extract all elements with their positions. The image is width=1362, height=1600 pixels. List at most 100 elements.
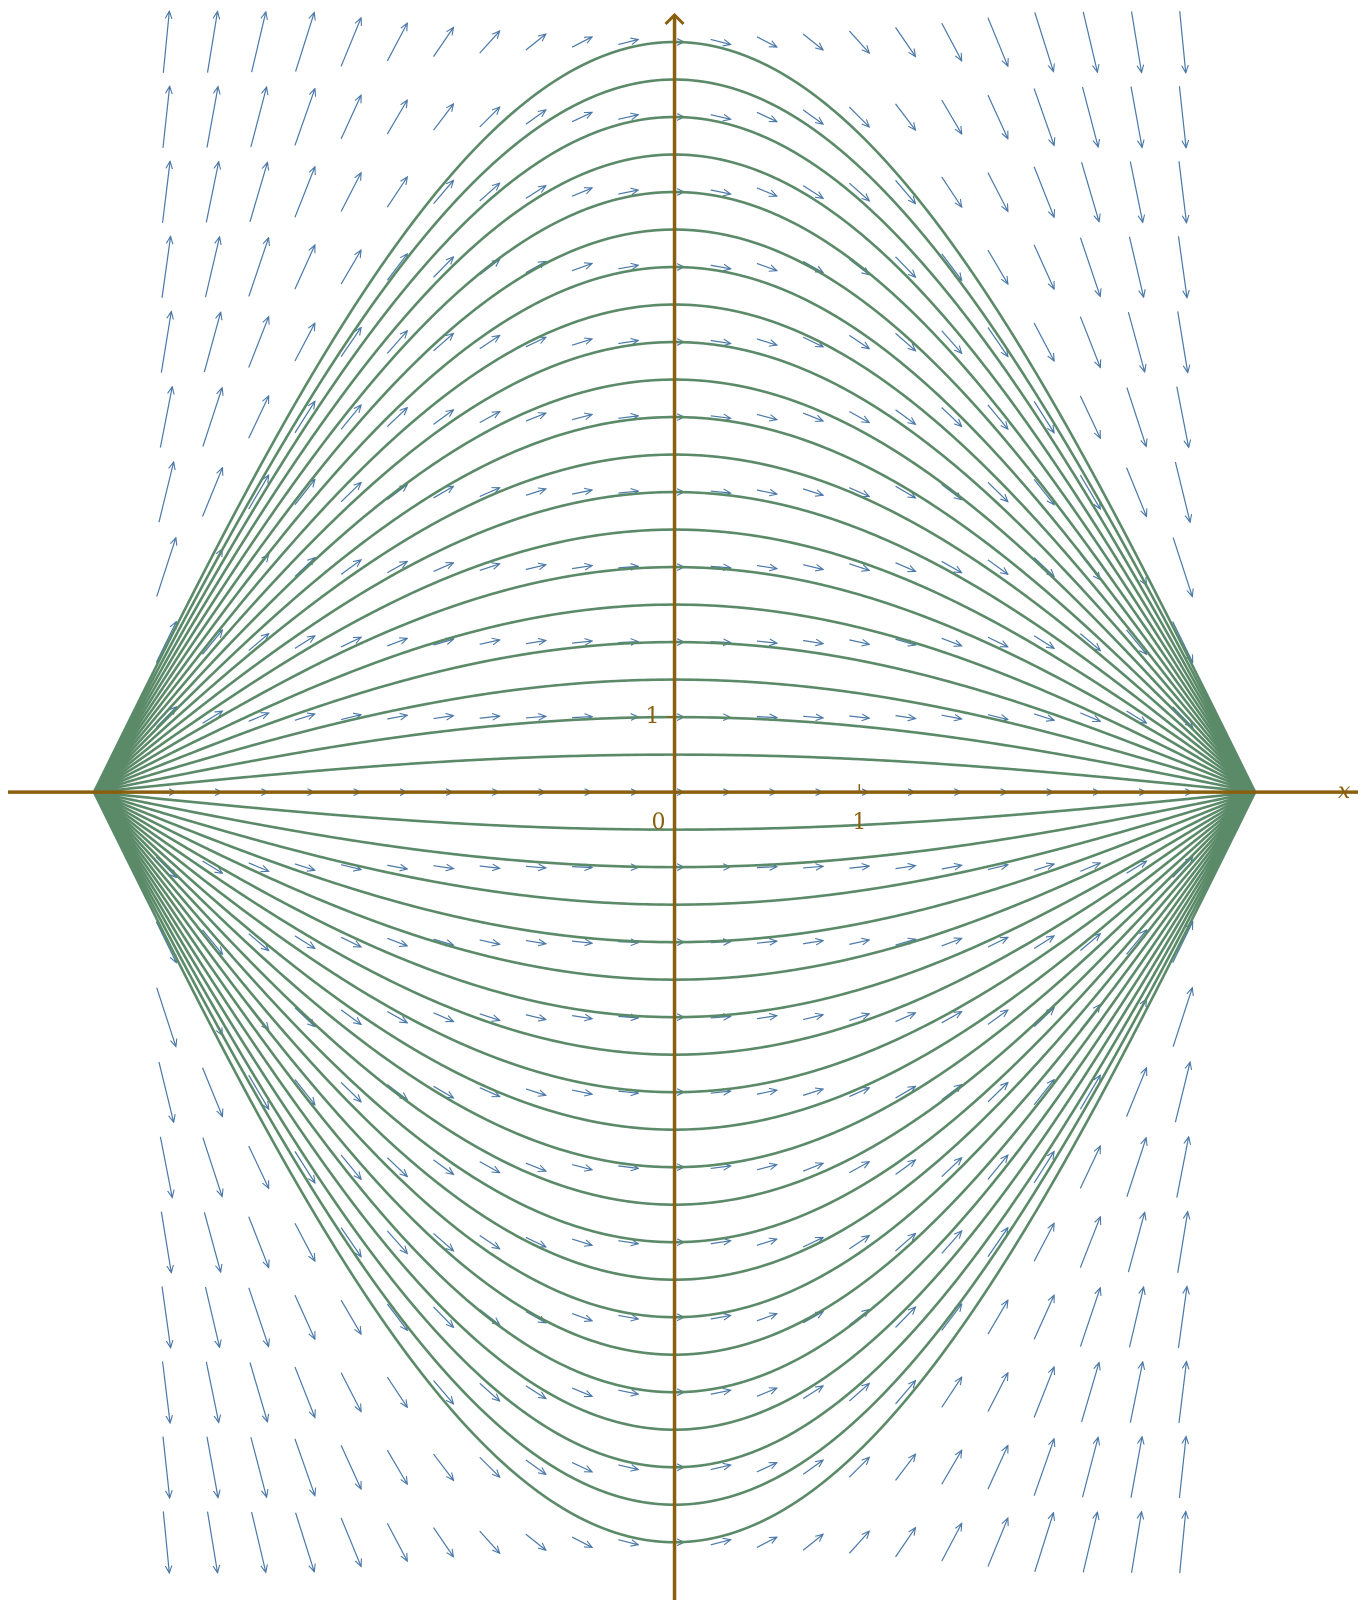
field-arrow xyxy=(1033,713,1054,720)
field-arrow xyxy=(987,94,1008,139)
field-arrow xyxy=(294,1079,315,1105)
field-arrow xyxy=(941,1011,962,1024)
field-arrow xyxy=(340,715,361,720)
field-arrow xyxy=(204,1286,219,1347)
field-arrow xyxy=(895,179,916,203)
field-arrow xyxy=(987,636,1008,647)
field-arrow xyxy=(802,1312,823,1324)
field-arrow xyxy=(618,1315,638,1319)
field-arrow xyxy=(618,341,638,344)
field-arrow xyxy=(525,1459,546,1474)
field-arrow xyxy=(158,462,174,523)
field-arrow xyxy=(248,933,269,951)
field-arrow xyxy=(710,341,731,344)
field-arrow xyxy=(1126,930,1147,955)
field-arrow xyxy=(479,1013,500,1021)
field-arrow xyxy=(895,1086,916,1099)
field-arrow xyxy=(618,1016,638,1018)
field-arrow xyxy=(802,488,823,495)
field-arrow xyxy=(1079,474,1100,509)
field-arrow xyxy=(433,1453,454,1480)
field-arrow xyxy=(202,1137,222,1197)
field-arrow xyxy=(572,490,592,494)
field-arrow xyxy=(340,1227,361,1257)
field-arrow xyxy=(710,1540,731,1546)
field-arrow xyxy=(479,1382,500,1401)
field-arrow xyxy=(525,565,546,570)
field-arrow xyxy=(202,711,223,724)
field-arrow xyxy=(1079,237,1100,297)
field-arrow xyxy=(803,941,823,944)
field-arrow xyxy=(340,1082,361,1101)
field-arrow xyxy=(340,250,361,285)
field-arrow xyxy=(340,865,361,870)
field-arrow xyxy=(710,416,731,419)
field-arrow xyxy=(161,236,171,298)
field-arrow xyxy=(1179,11,1186,73)
field-arrow xyxy=(340,405,361,430)
field-arrow xyxy=(1033,1008,1054,1028)
field-arrow xyxy=(1130,11,1142,72)
field-arrow xyxy=(525,1311,546,1323)
field-arrow xyxy=(294,1438,315,1496)
field-arrow xyxy=(386,1376,407,1407)
field-arrow xyxy=(158,1061,174,1122)
field-arrow xyxy=(433,639,454,646)
field-arrow xyxy=(479,488,500,498)
field-arrow xyxy=(941,99,962,134)
field-arrow xyxy=(387,865,407,869)
field-arrow xyxy=(895,1528,916,1558)
field-arrow xyxy=(340,327,361,357)
field-arrow xyxy=(987,1010,1008,1025)
field-arrow xyxy=(571,339,592,346)
field-arrow xyxy=(1126,710,1147,723)
field-arrow xyxy=(155,921,176,963)
field-arrow xyxy=(525,866,546,868)
field-arrow xyxy=(433,333,454,352)
field-arrow xyxy=(1174,1062,1190,1123)
field-arrow xyxy=(1033,400,1054,433)
field-arrow xyxy=(479,866,500,868)
field-arrow xyxy=(525,34,546,51)
field-arrow xyxy=(433,1380,454,1404)
field-arrow xyxy=(248,475,269,510)
field-arrow xyxy=(941,330,962,354)
field-arrow xyxy=(386,408,407,427)
field-arrow xyxy=(1034,12,1054,71)
field-arrow xyxy=(295,12,315,72)
field-arrow xyxy=(294,1007,315,1027)
field-arrow xyxy=(202,929,223,954)
field-arrow xyxy=(941,407,962,427)
field-arrow xyxy=(479,335,500,350)
field-arrow xyxy=(1178,86,1186,148)
field-arrow xyxy=(479,412,500,424)
field-arrow xyxy=(386,1523,407,1561)
field-arrow xyxy=(895,1160,916,1175)
field-arrow xyxy=(571,188,592,197)
field-arrow xyxy=(162,86,170,148)
field-arrow xyxy=(340,1445,361,1489)
field-arrow xyxy=(572,566,592,569)
field-arrow xyxy=(525,1015,546,1020)
field-arrow xyxy=(941,637,962,646)
field-arrow xyxy=(1177,236,1187,297)
field-arrow xyxy=(571,37,592,48)
field-arrow xyxy=(386,1084,407,1100)
field-arrow xyxy=(162,1436,170,1498)
field-arrow xyxy=(802,336,823,347)
field-arrow xyxy=(710,190,731,194)
field-arrow xyxy=(756,490,777,494)
field-arrow xyxy=(941,865,962,869)
field-arrow xyxy=(941,1085,962,1101)
field-arrow xyxy=(201,1067,223,1117)
field-arrow xyxy=(756,187,777,196)
field-arrow xyxy=(802,1460,823,1475)
field-arrow xyxy=(433,180,454,205)
field-arrow xyxy=(571,263,592,272)
field-arrow xyxy=(710,1390,731,1394)
field-arrow xyxy=(294,1222,315,1261)
field-arrow xyxy=(1033,936,1054,949)
field-arrow xyxy=(249,1362,268,1421)
field-arrow xyxy=(802,260,823,272)
